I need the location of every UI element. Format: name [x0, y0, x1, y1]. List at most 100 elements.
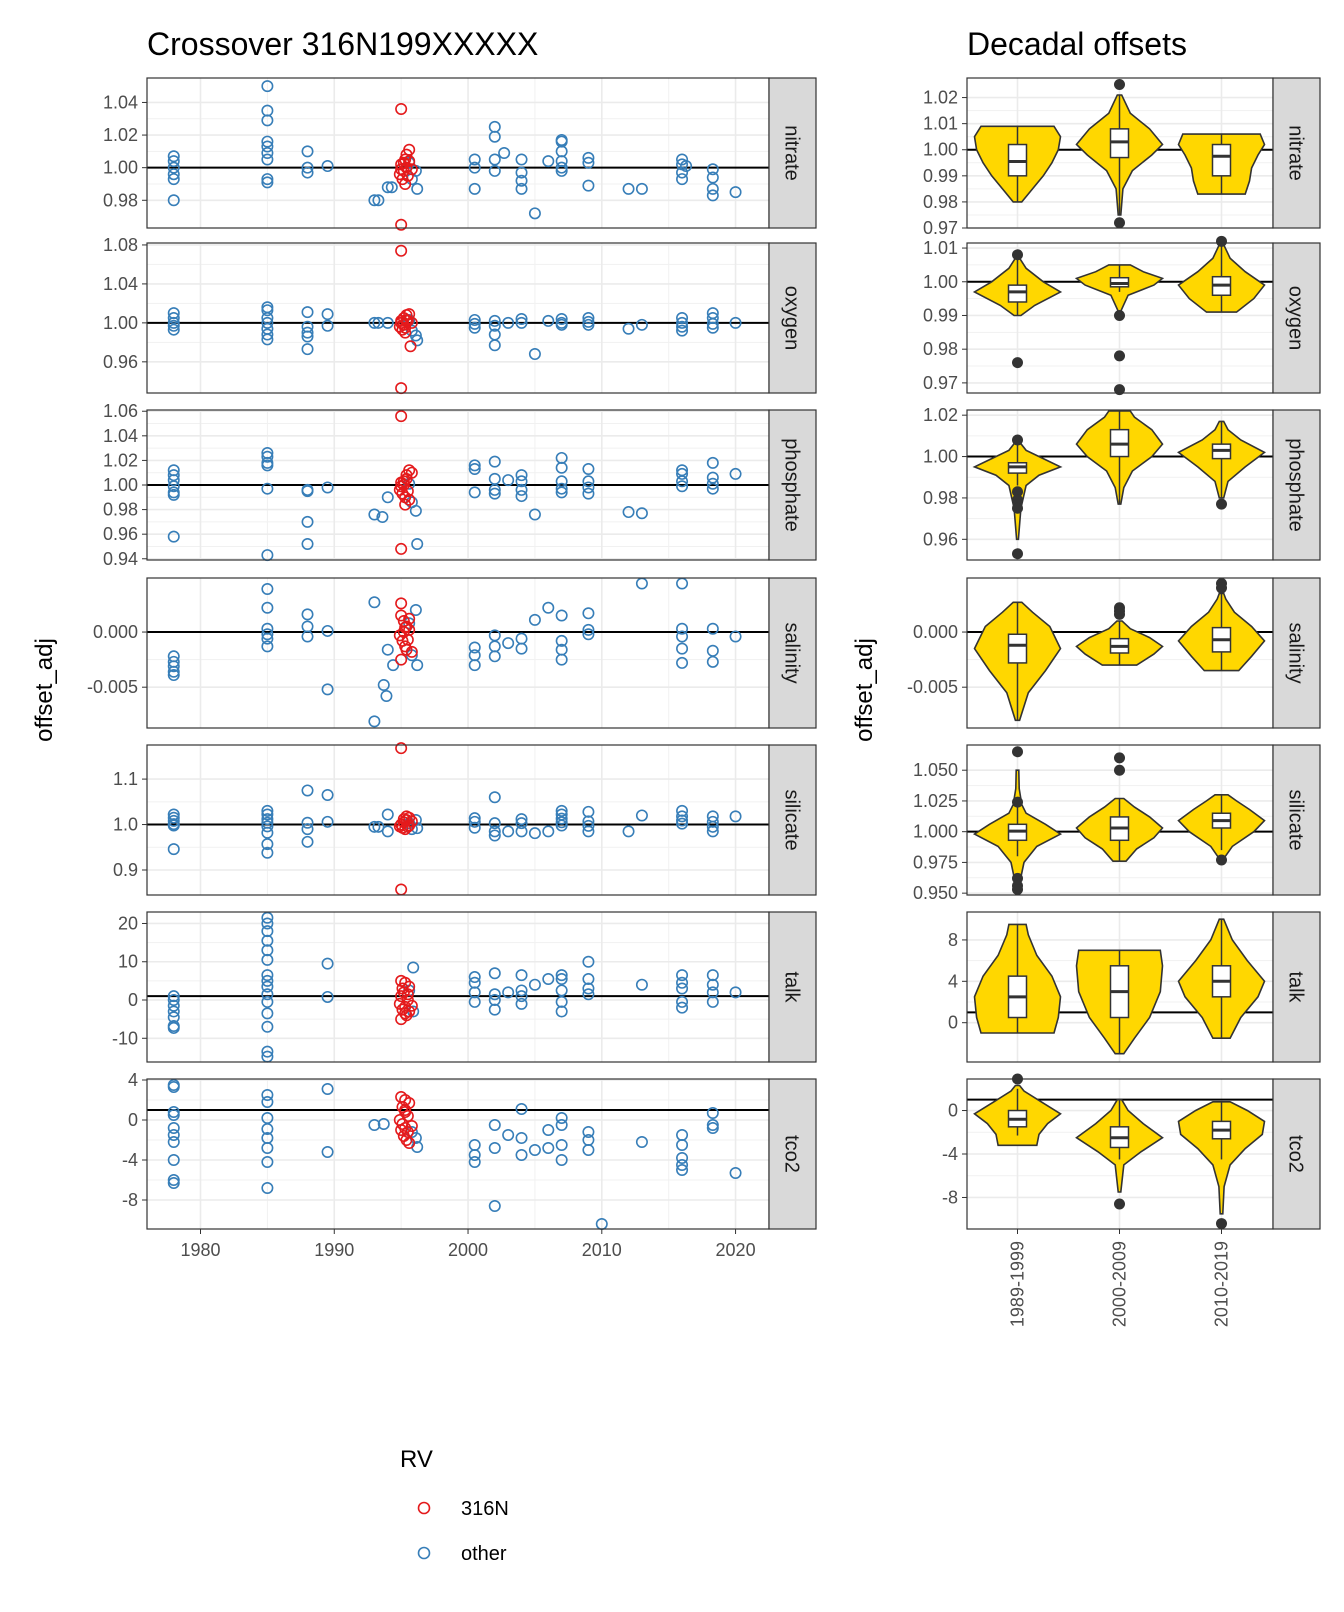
point-other [528, 348, 541, 361]
boxplot-box [1007, 633, 1028, 664]
point-other [488, 487, 501, 500]
point-other [488, 1119, 501, 1132]
strip-background [768, 77, 817, 229]
point-other [167, 1106, 180, 1119]
point-other [515, 1149, 528, 1162]
point-other [706, 622, 719, 635]
point-other [676, 153, 689, 166]
point-316n [399, 621, 412, 634]
point-other [555, 1119, 568, 1132]
point-other [582, 487, 595, 500]
strip-label-oxygen: oxygen [1285, 286, 1307, 351]
point-other [542, 601, 555, 614]
point-316n [405, 1120, 418, 1133]
point-316n [403, 980, 416, 993]
point-other [635, 1136, 648, 1149]
y-tick-label: 1.01 [923, 114, 958, 134]
point-other [261, 583, 274, 596]
point-other [515, 483, 528, 496]
point-other [261, 304, 274, 317]
point-other [468, 1149, 481, 1162]
y-tick-label: 0.950 [913, 883, 958, 903]
point-other [167, 1129, 180, 1142]
point-316n [399, 177, 412, 190]
point-other [676, 311, 689, 324]
point-other [261, 944, 274, 957]
legend-title: RV [400, 1446, 433, 1473]
point-other [676, 630, 689, 643]
point-other [528, 978, 541, 991]
point-other [676, 316, 689, 329]
y-tick-label: 4 [128, 1070, 138, 1090]
violin-panel-silicate: 0.950 0.975 1.000 1.025 1.050 silicate [913, 744, 1321, 903]
point-other [676, 804, 689, 817]
point-other [167, 1122, 180, 1135]
point-other [167, 530, 180, 543]
point-other [261, 632, 274, 645]
point-other [167, 173, 180, 186]
strip-background [768, 911, 817, 1063]
boxplot-outlier [1012, 883, 1023, 895]
point-other [377, 1118, 390, 1131]
boxplot-outlier [1012, 796, 1023, 808]
point-other [381, 825, 394, 838]
point-other [368, 596, 381, 609]
point-other [372, 316, 385, 329]
point-other [488, 988, 501, 1001]
point-316n [403, 143, 416, 156]
point-other [261, 838, 274, 851]
point-316n [395, 102, 408, 115]
x-tick-label: 2000 [448, 1240, 488, 1260]
point-other [515, 813, 528, 826]
point-other [411, 538, 424, 551]
point-other [582, 955, 595, 968]
boxplot-outlier [1012, 502, 1023, 514]
y-tick-label: 1.02 [923, 88, 958, 108]
point-other [622, 825, 635, 838]
point-other [321, 308, 334, 321]
point-other [582, 481, 595, 494]
point-other [555, 461, 568, 474]
point-other [261, 953, 274, 966]
strip-label-oxygen: oxygen [781, 286, 803, 351]
point-other [488, 164, 501, 177]
point-other [582, 179, 595, 192]
point-other [555, 482, 568, 495]
point-other [167, 843, 180, 856]
point-other [488, 791, 501, 804]
point-other [468, 182, 481, 195]
point-other [468, 976, 481, 989]
point-other [555, 969, 568, 982]
point-other [676, 622, 689, 635]
y-tick-label: -4 [122, 1150, 138, 1170]
point-other [167, 990, 180, 1003]
y-tick-label: 0 [948, 1013, 958, 1033]
point-other [555, 312, 568, 325]
point-other [515, 969, 528, 982]
point-other [301, 515, 314, 528]
point-other [261, 176, 274, 189]
strip-background [768, 409, 817, 561]
point-other [488, 1142, 501, 1155]
y-tick-label: 0.98 [923, 339, 958, 359]
point-other [261, 135, 274, 148]
point-other [301, 485, 314, 498]
point-other [167, 150, 180, 163]
point-other [488, 829, 501, 842]
point-other [706, 655, 719, 668]
y-tick-label: 0.99 [923, 305, 958, 325]
point-other [582, 628, 595, 641]
point-other [167, 155, 180, 168]
point-316n [397, 164, 410, 177]
y-tick-label: 0.98 [923, 192, 958, 212]
point-other [488, 1003, 501, 1016]
point-other [321, 319, 334, 332]
scatter-panel-nitrate: 0.98 1.00 1.02 1.04 nitrate [103, 77, 817, 231]
y-tick-label: 1.01 [923, 238, 958, 258]
point-other [676, 1152, 689, 1165]
point-316n [405, 645, 418, 658]
scatter-panels: 0.981.001.021.04nitrate0.961.001.041.08o… [87, 77, 817, 1260]
point-other [468, 321, 481, 334]
point-other [167, 474, 180, 487]
strip-background [768, 577, 817, 729]
